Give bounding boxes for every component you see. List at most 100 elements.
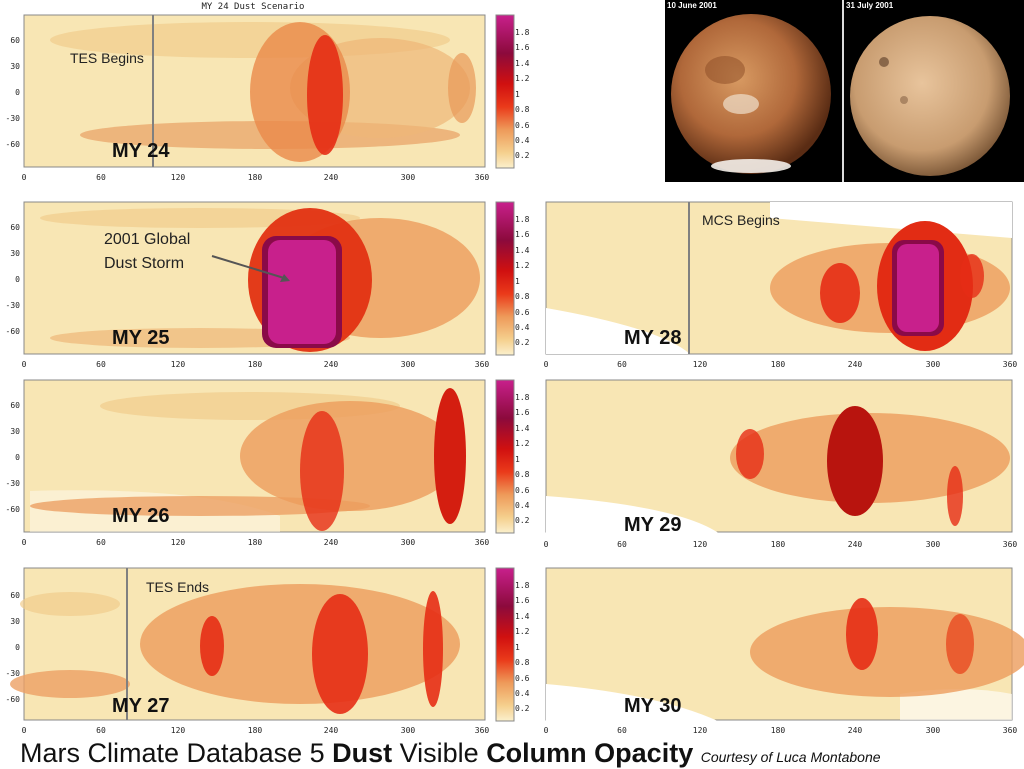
x-tick: 120 [171,538,186,547]
arrow-head-icon [280,274,290,282]
chart-my28-svg: MCS Begins MY 28 0 60 120 180 240 300 36… [544,201,1018,369]
annotation-arrow [211,255,285,279]
x-tick: 300 [401,726,416,735]
dust-core [846,598,878,670]
colorbar-tick: 0.2 [515,704,530,713]
x-axis: 0 60 120 180 240 300 360 [544,360,1018,369]
colorbar-tick: 1.6 [515,43,530,52]
colorbar-tick: 1.4 [515,59,530,68]
x-tick: 0 [22,360,27,369]
x-tick: 120 [171,173,186,182]
x-tick: 240 [324,538,339,547]
x-axis: 0 60 120 180 240 300 360 [544,540,1018,549]
x-tick: 60 [617,360,627,369]
chart-my24-svg: MY 24 Dust Scenario TES Begins MY 24 60 … [6,2,530,182]
photo-date-left: 10 June 2001 [667,1,717,10]
dust-band [10,670,130,698]
dust-band [30,496,370,516]
mars-globe-icon [671,14,831,174]
x-tick: 180 [248,726,263,735]
x-tick: 300 [401,173,416,182]
mars-globe-icon [850,16,1010,176]
colorbar-tick: 0.4 [515,136,530,145]
dust-band [947,466,963,526]
no-data-region [770,202,1012,238]
chart-my26-svg: MY 26 60 30 0 -30 -60 0 60 120 180 240 3… [6,379,530,547]
chart-my30-svg: MY 30 0 60 120 180 240 300 360 [544,567,1024,735]
my-label: MY 28 [624,327,681,349]
x-tick: 240 [848,360,863,369]
x-tick: 120 [171,360,186,369]
colorbar-tick: 0.2 [515,151,530,160]
dust-core [312,594,368,714]
y-tick: -60 [6,327,21,336]
x-tick: 180 [248,173,263,182]
slide-title: Mars Climate Database 5 Dust Visible Col… [0,738,1024,768]
x-tick: 60 [96,173,106,182]
x-tick: 0 [544,726,549,735]
colorbar-tick: 0.6 [515,486,530,495]
chart-my28: MCS Begins MY 28 0 60 120 180 240 300 36… [540,198,1024,376]
colorbar-tick: 1.2 [515,74,530,83]
colorbar-tick: 1.2 [515,261,530,270]
slide-title-text: Mars Climate Database 5 Dust Visible Col… [20,738,881,769]
annotation-mcs-begins: MCS Begins [702,212,780,228]
x-tick: 300 [926,540,941,549]
y-tick: 30 [10,62,20,71]
x-tick: 0 [22,173,27,182]
x-tick: 360 [475,360,490,369]
y-tick: 0 [15,275,20,284]
chart-my25: 2001 Global Dust Storm MY 25 60 30 0 -30… [0,198,530,376]
x-tick: 120 [171,726,186,735]
my-label: MY 25 [112,327,169,349]
dust-core [300,411,344,531]
dust-band [240,401,460,511]
chart-my24: MY 24 Dust Scenario TES Begins MY 24 60 … [0,0,530,183]
y-tick: -30 [6,479,21,488]
x-tick: 360 [1003,726,1018,735]
x-axis: 0 60 120 180 240 300 360 [22,360,490,369]
x-tick: 0 [22,726,27,735]
x-tick: 180 [248,360,263,369]
colorbar-tick: 0.2 [515,338,530,347]
plot-title: MY 24 Dust Scenario [202,2,305,12]
annotation-tes-ends: TES Ends [146,579,209,595]
x-tick: 180 [248,538,263,547]
colorbar-tick: 0.4 [515,689,530,698]
my-label: MY 30 [624,695,681,717]
dust-core [820,263,860,323]
x-tick: 240 [848,726,863,735]
colorbar-scale [495,379,515,534]
title-part: Mars Climate Database 5 [20,738,333,768]
colorbar-tick: 1.4 [515,424,530,433]
dust-band [448,53,476,123]
x-tick: 0 [544,360,549,369]
my-label: MY 29 [624,514,681,536]
dust-band [140,584,460,704]
y-tick: 30 [10,427,20,436]
annotation-tes-begins: TES Begins [70,50,144,66]
colorbar-tick: 0.4 [515,501,530,510]
chart-my27-svg: TES Ends MY 27 60 30 0 -30 -60 0 60 120 … [6,567,530,735]
colorbar-tick: 1 [515,643,520,652]
credit-text: Courtesy of Luca Montabone [700,749,881,765]
dust-core [736,429,764,479]
title-part: Column Opacity [486,738,694,768]
y-axis: 60 30 0 -30 -60 [6,36,21,149]
x-tick: 300 [926,726,941,735]
mars-photo-left: 10 June 2001 [665,0,842,182]
colorbar-tick: 1.6 [515,230,530,239]
y-tick: 60 [10,36,20,45]
my-label: MY 24 [112,140,170,162]
y-tick: -60 [6,505,21,514]
x-tick: 240 [324,360,339,369]
no-data-region [546,496,720,534]
y-tick: 0 [15,453,20,462]
colorbar-tick: 1.4 [515,612,530,621]
colorbar-tick: 1.8 [515,581,530,590]
x-tick: 0 [544,540,549,549]
y-axis: 60 30 0 -30 -60 [6,223,21,336]
colorbar-tick: 1 [515,277,520,286]
colorbar-tick: 1.2 [515,627,530,636]
y-tick: 60 [10,223,20,232]
